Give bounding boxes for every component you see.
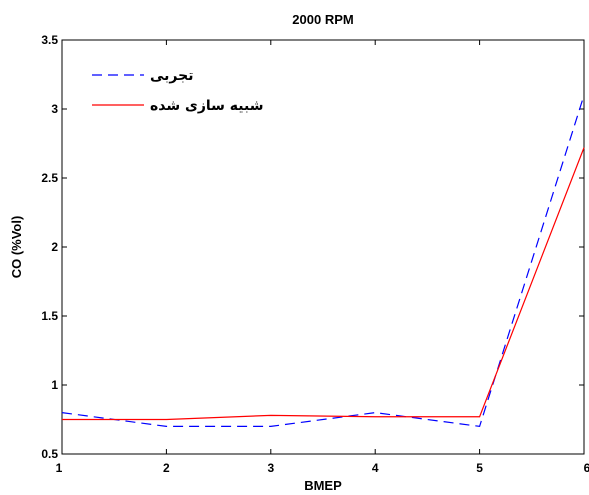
- legend-label: تجربی: [150, 68, 193, 84]
- legend-label: شبیه سازی شده: [150, 98, 263, 114]
- y-tick-label: 1.5: [41, 309, 58, 323]
- x-tick-label: 1: [56, 461, 63, 475]
- y-tick-label: 2: [51, 240, 58, 254]
- axis-tick-labels: 1 2 3 4 5 60.511.522.533.5: [41, 33, 589, 475]
- y-tick-label: 3: [51, 102, 58, 116]
- chart-title: 2000 RPM: [292, 12, 353, 27]
- y-tick-label: 3.5: [41, 33, 58, 47]
- y-tick-label: 1: [51, 378, 58, 392]
- x-tick-label: 3: [267, 461, 274, 475]
- series-lines: [61, 95, 585, 428]
- y-tick-label: 2.5: [41, 171, 58, 185]
- x-tick-label: 2: [163, 461, 170, 475]
- x-axis-title: BMEP: [304, 478, 342, 493]
- series-line-experimental: [61, 95, 585, 428]
- series-line-simulated: [62, 147, 585, 421]
- axis-ticks: [61, 39, 585, 455]
- x-tick-label: 4: [372, 461, 379, 475]
- x-tick-label: 5: [476, 461, 483, 475]
- y-tick-label: 0.5: [41, 447, 58, 461]
- legend: تجربی شبیه سازی شده: [92, 68, 263, 114]
- y-axis-title: CO (%Vol): [9, 216, 24, 279]
- plot-area-frame: [61, 39, 585, 455]
- x-tick-label: 6: [584, 461, 589, 475]
